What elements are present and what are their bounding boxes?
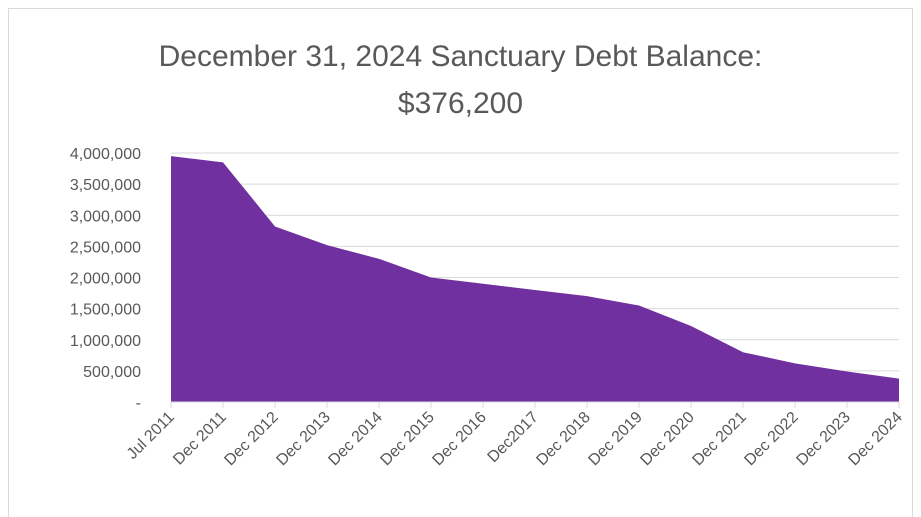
y-tick-label: 2,500,000	[70, 239, 141, 256]
y-tick-label: 3,500,000	[70, 177, 141, 194]
y-tick-label: 1,000,000	[70, 333, 141, 350]
y-tick-label: -	[136, 395, 141, 412]
chart-title-line-2: $376,200	[397, 87, 524, 120]
x-tick-label: Jul 2011	[124, 409, 178, 463]
y-tick-label: 1,500,000	[70, 302, 141, 319]
x-tick-label: Dec 2015	[377, 409, 438, 470]
x-tick-label: Dec 2020	[637, 409, 698, 470]
x-tick-label: Dec 2024	[845, 409, 906, 470]
chart-title: December 31, 2024 Sanctuary Debt Balance…	[0, 33, 921, 127]
x-tick-label: Dec 2018	[533, 409, 594, 470]
x-axis	[170, 401, 900, 408]
y-tick-label: 500,000	[83, 364, 141, 381]
x-tick-label: Dec 2019	[585, 409, 646, 470]
x-tick-label: Dec 2013	[273, 409, 334, 470]
x-tick-label: Dec 2011	[170, 409, 230, 469]
chart-frame	[8, 8, 913, 517]
debt-balance-area	[171, 156, 899, 402]
x-tick-label: Dec 2022	[741, 409, 802, 470]
y-tick-label: 4,000,000	[70, 146, 141, 163]
x-tick-label: Dec 2023	[793, 409, 854, 470]
area-layer	[171, 156, 899, 402]
y-tick-label: 2,000,000	[70, 271, 141, 288]
x-tick-label: Dec 2016	[429, 409, 490, 470]
y-tick-label: 3,000,000	[70, 208, 141, 225]
y-axis: - 500,000 1,000,000 1,500,000 2,000,000 2,500…	[70, 146, 141, 412]
x-tick-label: Dec 2021	[689, 409, 750, 470]
x-tick-label: Dec 2014	[325, 409, 386, 470]
x-tick-label: Dec 2012	[221, 409, 282, 470]
chart-title-line-1: December 31, 2024 Sanctuary Debt Balance…	[158, 40, 763, 73]
